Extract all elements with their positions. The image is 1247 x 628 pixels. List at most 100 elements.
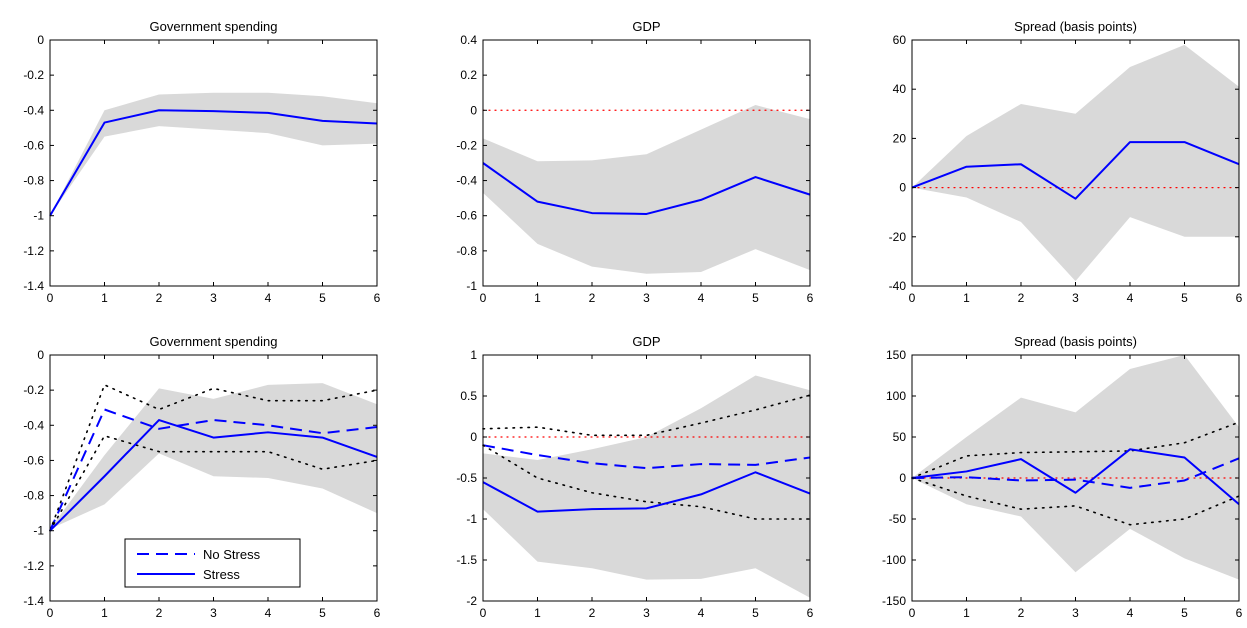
- stress-line: [49, 419, 378, 532]
- stress-line: [482, 471, 811, 513]
- no-stress-line: [911, 457, 1240, 489]
- x-tick-label: 1: [101, 291, 108, 305]
- x-tick-label: 4: [698, 291, 705, 305]
- y-tick-label: 0: [37, 33, 44, 47]
- subplot-2: 0 1 2 3 4 5 6 0.4 0.2 0 -0.2 -0.4 -0.6 -0.8 -1 GDP: [456, 19, 813, 305]
- stress-line: [482, 162, 811, 215]
- x-tick-label: 4: [698, 606, 705, 620]
- y-tick-label: -20: [889, 230, 907, 244]
- x-tick-label: 5: [1181, 291, 1188, 305]
- x-tick-label: 0: [47, 291, 54, 305]
- subplot-title: Government spending: [150, 19, 278, 34]
- y-tick-label: 0: [470, 430, 477, 444]
- stress-line: [911, 448, 1240, 505]
- error-bound-line: [482, 394, 811, 437]
- x-tick-label: 6: [374, 606, 381, 620]
- y-tick-label: 0.5: [460, 389, 477, 403]
- x-tick-label: 6: [1236, 291, 1243, 305]
- y-tick-label: -100: [882, 553, 906, 567]
- y-tick-label: -1: [33, 209, 44, 223]
- y-tick-label: -0.2: [456, 138, 477, 152]
- confidence-band: [50, 92, 377, 216]
- x-tick-label: 5: [319, 291, 326, 305]
- x-tick-label: 0: [909, 606, 916, 620]
- x-tick-label: 2: [589, 291, 596, 305]
- x-tick-label: 6: [807, 606, 814, 620]
- y-tick-label: -0.6: [23, 138, 44, 152]
- x-tick-label: 1: [534, 606, 541, 620]
- x-tick-label: 6: [807, 291, 814, 305]
- x-tick-label: 4: [1127, 606, 1134, 620]
- confidence-band: [912, 44, 1239, 282]
- y-tick-label: -2: [466, 594, 477, 608]
- x-tick-label: 4: [265, 291, 272, 305]
- stress-line: [49, 109, 378, 217]
- x-tick-label: 6: [1236, 606, 1243, 620]
- y-tick-label: -1.4: [23, 594, 44, 608]
- y-tick-label: -1.4: [23, 279, 44, 293]
- x-tick-label: 5: [1181, 606, 1188, 620]
- x-tick-label: 1: [963, 606, 970, 620]
- error-bound-line: [49, 384, 378, 532]
- subplot-title: GDP: [632, 19, 660, 34]
- y-tick-label: -1: [466, 512, 477, 526]
- x-tick-label: 2: [1018, 291, 1025, 305]
- subplot-5: 0 1 2 3 4 5 6 1 0.5 0 -0.5 -1 -1.5 -2 GDP: [456, 334, 813, 620]
- y-tick-label: 100: [886, 389, 906, 403]
- confidence-band: [912, 355, 1239, 580]
- x-tick-label: 5: [752, 291, 759, 305]
- y-tick-label: 0.4: [460, 33, 477, 47]
- subplot-title: Spread (basis points): [1014, 334, 1137, 349]
- x-tick-label: 3: [210, 606, 217, 620]
- legend-box: [124, 538, 301, 588]
- x-tick-label: 1: [963, 291, 970, 305]
- y-tick-label: -0.8: [456, 244, 477, 258]
- y-tick-label: 0: [470, 103, 477, 117]
- y-tick-label: -0.4: [456, 174, 477, 188]
- y-tick-label: 0: [899, 181, 906, 195]
- x-tick-label: 3: [1072, 606, 1079, 620]
- y-tick-label: 60: [893, 33, 907, 47]
- y-tick-label: 0: [37, 348, 44, 362]
- x-tick-label: 0: [480, 291, 487, 305]
- y-tick-label: -150: [882, 594, 906, 608]
- x-tick-label: 3: [643, 606, 650, 620]
- y-tick-label: -0.6: [456, 209, 477, 223]
- y-tick-label: 20: [893, 131, 907, 145]
- y-tick-label: 1: [470, 348, 477, 362]
- x-tick-label: 3: [643, 291, 650, 305]
- x-tick-label: 5: [319, 606, 326, 620]
- legend: No Stress Stress: [124, 538, 301, 588]
- x-tick-label: 1: [534, 291, 541, 305]
- x-tick-label: 3: [1072, 291, 1079, 305]
- subplot-4: 0 1 2 3 4 5 6 0 -0.2 -0.4 -0.6 -0.8 -1 -1.2 -1.4 Govern…: [23, 334, 380, 620]
- y-tick-label: -0.6: [23, 453, 44, 467]
- x-tick-label: 0: [480, 606, 487, 620]
- y-tick-label: -0.8: [23, 174, 44, 188]
- y-tick-label: -0.5: [456, 471, 477, 485]
- y-tick-label: 40: [893, 82, 907, 96]
- error-bound-line: [482, 444, 811, 520]
- x-tick-label: 0: [47, 606, 54, 620]
- x-tick-label: 3: [210, 291, 217, 305]
- x-tick-label: 4: [1127, 291, 1134, 305]
- y-tick-label: -1: [466, 279, 477, 293]
- x-tick-label: 1: [101, 606, 108, 620]
- x-tick-label: 6: [374, 291, 381, 305]
- y-tick-label: -0.8: [23, 489, 44, 503]
- error-bound-line: [911, 421, 1240, 479]
- legend-label: Stress: [203, 567, 240, 582]
- y-tick-label: 50: [893, 430, 907, 444]
- subplot-3: 0 1 2 3 4 5 6 60 40 20 0 -20 -40 Spread (basis points…: [889, 19, 1243, 305]
- confidence-band: [483, 105, 810, 274]
- y-tick-label: -1.2: [23, 244, 44, 258]
- subplot-1: 0 1 2 3 4 5 6 0 -0.2 -0.4 -0.6 -0.8 -1 -1.2 -1.4 Govern…: [23, 19, 380, 305]
- x-tick-label: 5: [752, 606, 759, 620]
- y-tick-label: 0.2: [460, 68, 477, 82]
- x-tick-label: 4: [265, 606, 272, 620]
- y-tick-label: 0: [899, 471, 906, 485]
- no-stress-line: [482, 444, 811, 470]
- subplot-title: Government spending: [150, 334, 278, 349]
- confidence-band: [50, 383, 377, 529]
